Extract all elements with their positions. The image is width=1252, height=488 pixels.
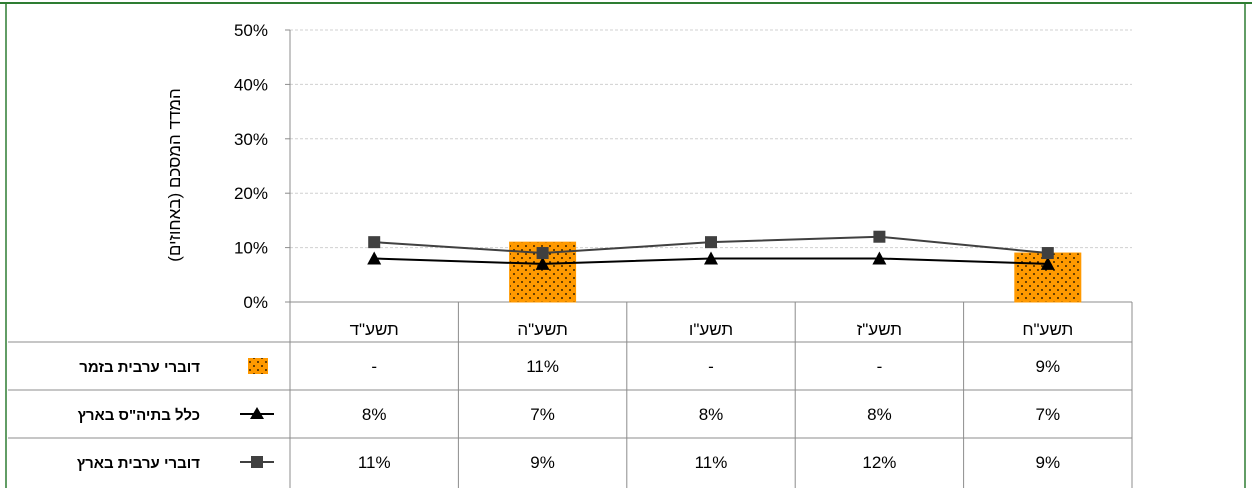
y-axis-label: המדד המסכם (באחוזים) [165, 88, 184, 262]
y-tick-label: 50% [234, 21, 268, 40]
x-tick-label: תשע"ז [857, 320, 902, 339]
legend-marker [250, 407, 264, 419]
legend-swatch [248, 358, 268, 374]
table-cell: 11% [526, 357, 559, 376]
table-cell: - [877, 357, 883, 376]
bar-series [509, 241, 1082, 303]
table-cell: 9% [1036, 453, 1061, 472]
x-tick-label: תשע"ח [1022, 320, 1073, 339]
y-tick-label: 40% [234, 75, 268, 94]
table-cell: 12% [862, 453, 896, 472]
x-tick-label: תשע"ה [517, 320, 568, 339]
y-tick-label: 20% [234, 184, 268, 203]
data-point [1040, 256, 1055, 270]
data-point [535, 256, 550, 270]
line-series [367, 230, 1055, 270]
legend-marker [251, 456, 263, 468]
table-cell: - [371, 357, 377, 376]
y-tick-label: 0% [243, 293, 268, 312]
table-cell: 8% [867, 405, 892, 424]
data-point [1041, 247, 1054, 260]
table-cell: 8% [699, 405, 724, 424]
table-cell: 7% [1036, 405, 1061, 424]
data-point [704, 251, 718, 265]
data-point [367, 251, 382, 265]
y-tick-label: 30% [234, 130, 268, 149]
legend-label: כלל בתיה"ס בארץ [78, 407, 200, 424]
table-cell: 8% [362, 405, 387, 424]
legend-label: דוברי ערבית בארץ [77, 455, 200, 472]
x-tick-label: תשע"ד [350, 320, 399, 339]
data-point [872, 251, 887, 265]
data-point [705, 236, 717, 249]
legend-label: דוברי ערבית בזמר [79, 359, 200, 376]
data-point [873, 230, 886, 243]
data-table: תשע"ד תשע"ה תשע"ו תשע"ז תשע"ח דוברי ערבית בזמ… [8, 302, 1133, 488]
table-cell: 11% [695, 453, 728, 472]
table-cell: 9% [1036, 357, 1061, 376]
table-cell: 11% [358, 453, 391, 472]
table-cell: 7% [530, 405, 555, 424]
y-axis-ticks: 0% 10% 20% 30% 40% 50% [234, 21, 290, 312]
table-cell: 9% [530, 453, 555, 472]
data-point [368, 236, 381, 249]
table-cell: - [708, 357, 714, 376]
data-point [536, 247, 549, 260]
y-tick-label: 10% [234, 239, 268, 258]
x-tick-label: תשע"ו [689, 320, 733, 339]
